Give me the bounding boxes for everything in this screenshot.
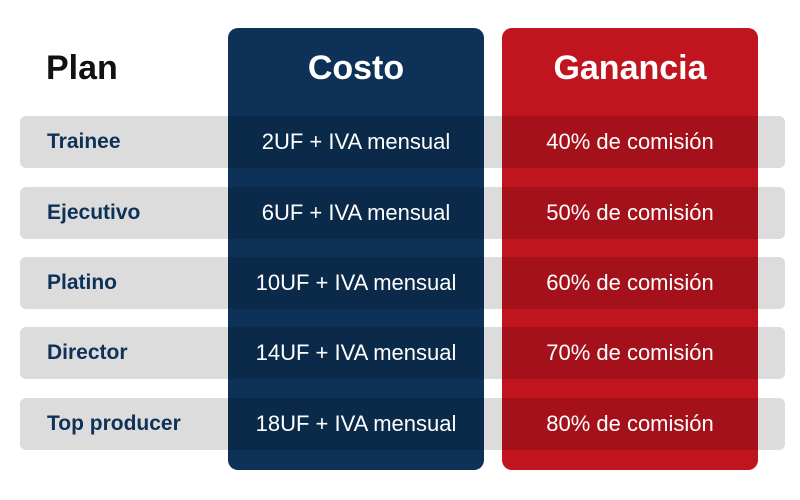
table-row-platino: Platino 10UF + IVA mensual 60% de comisi… bbox=[20, 257, 785, 309]
row-band-ganancia bbox=[502, 327, 758, 379]
plan-name: Trainee bbox=[47, 130, 121, 153]
row-band bbox=[758, 327, 785, 379]
plan-cost: 6UF + IVA mensual bbox=[261, 200, 451, 225]
row-band bbox=[484, 116, 502, 168]
costo-column-background bbox=[228, 28, 484, 470]
row-band bbox=[758, 398, 785, 450]
plan-cost: 18UF + IVA mensual bbox=[255, 411, 457, 436]
row-band bbox=[484, 187, 502, 239]
row-band-costo bbox=[228, 398, 484, 450]
ganancia-column-background bbox=[502, 28, 758, 470]
header-ganancia: Ganancia bbox=[553, 49, 707, 87]
row-band-costo bbox=[228, 257, 484, 309]
plan-commission: 60% de comisión bbox=[546, 270, 714, 295]
plan-name: Ejecutivo bbox=[47, 201, 141, 224]
plan-name: Director bbox=[47, 341, 128, 364]
row-band bbox=[484, 327, 502, 379]
row-band-costo bbox=[228, 327, 484, 379]
row-band bbox=[758, 187, 785, 239]
plan-cost: 10UF + IVA mensual bbox=[255, 270, 457, 295]
row-band bbox=[484, 398, 502, 450]
table-row-director: Director 14UF + IVA mensual 70% de comis… bbox=[20, 327, 785, 379]
plan-name: Platino bbox=[47, 271, 118, 294]
row-band bbox=[20, 327, 228, 379]
row-band bbox=[758, 257, 785, 309]
plan-commission: 50% de comisión bbox=[546, 200, 714, 225]
header-plan: Plan bbox=[46, 49, 118, 87]
table-row-top-producer: Top producer 18UF + IVA mensual 80% de c… bbox=[20, 398, 785, 450]
table-row-ejecutivo: Ejecutivo 6UF + IVA mensual 50% de comis… bbox=[20, 187, 785, 239]
plan-commission: 80% de comisión bbox=[546, 411, 714, 436]
table-row-trainee: Trainee 2UF + IVA mensual 40% de comisió… bbox=[20, 116, 785, 168]
row-band-ganancia bbox=[502, 257, 758, 309]
row-band bbox=[20, 257, 228, 309]
plan-cost: 14UF + IVA mensual bbox=[255, 340, 457, 365]
row-band bbox=[758, 116, 785, 168]
plan-commission: 40% de comisión bbox=[546, 129, 714, 154]
row-band bbox=[20, 116, 228, 168]
row-band-costo bbox=[228, 187, 484, 239]
row-band-ganancia bbox=[502, 116, 758, 168]
row-band-ganancia bbox=[502, 398, 758, 450]
row-band bbox=[20, 398, 228, 450]
row-band-costo bbox=[228, 116, 484, 168]
row-band bbox=[484, 257, 502, 309]
row-band-ganancia bbox=[502, 187, 758, 239]
plan-commission: 70% de comisión bbox=[546, 340, 714, 365]
row-band bbox=[20, 187, 228, 239]
header-costo: Costo bbox=[307, 49, 405, 87]
plan-name: Top producer bbox=[47, 412, 181, 435]
plan-cost: 2UF + IVA mensual bbox=[261, 129, 451, 154]
